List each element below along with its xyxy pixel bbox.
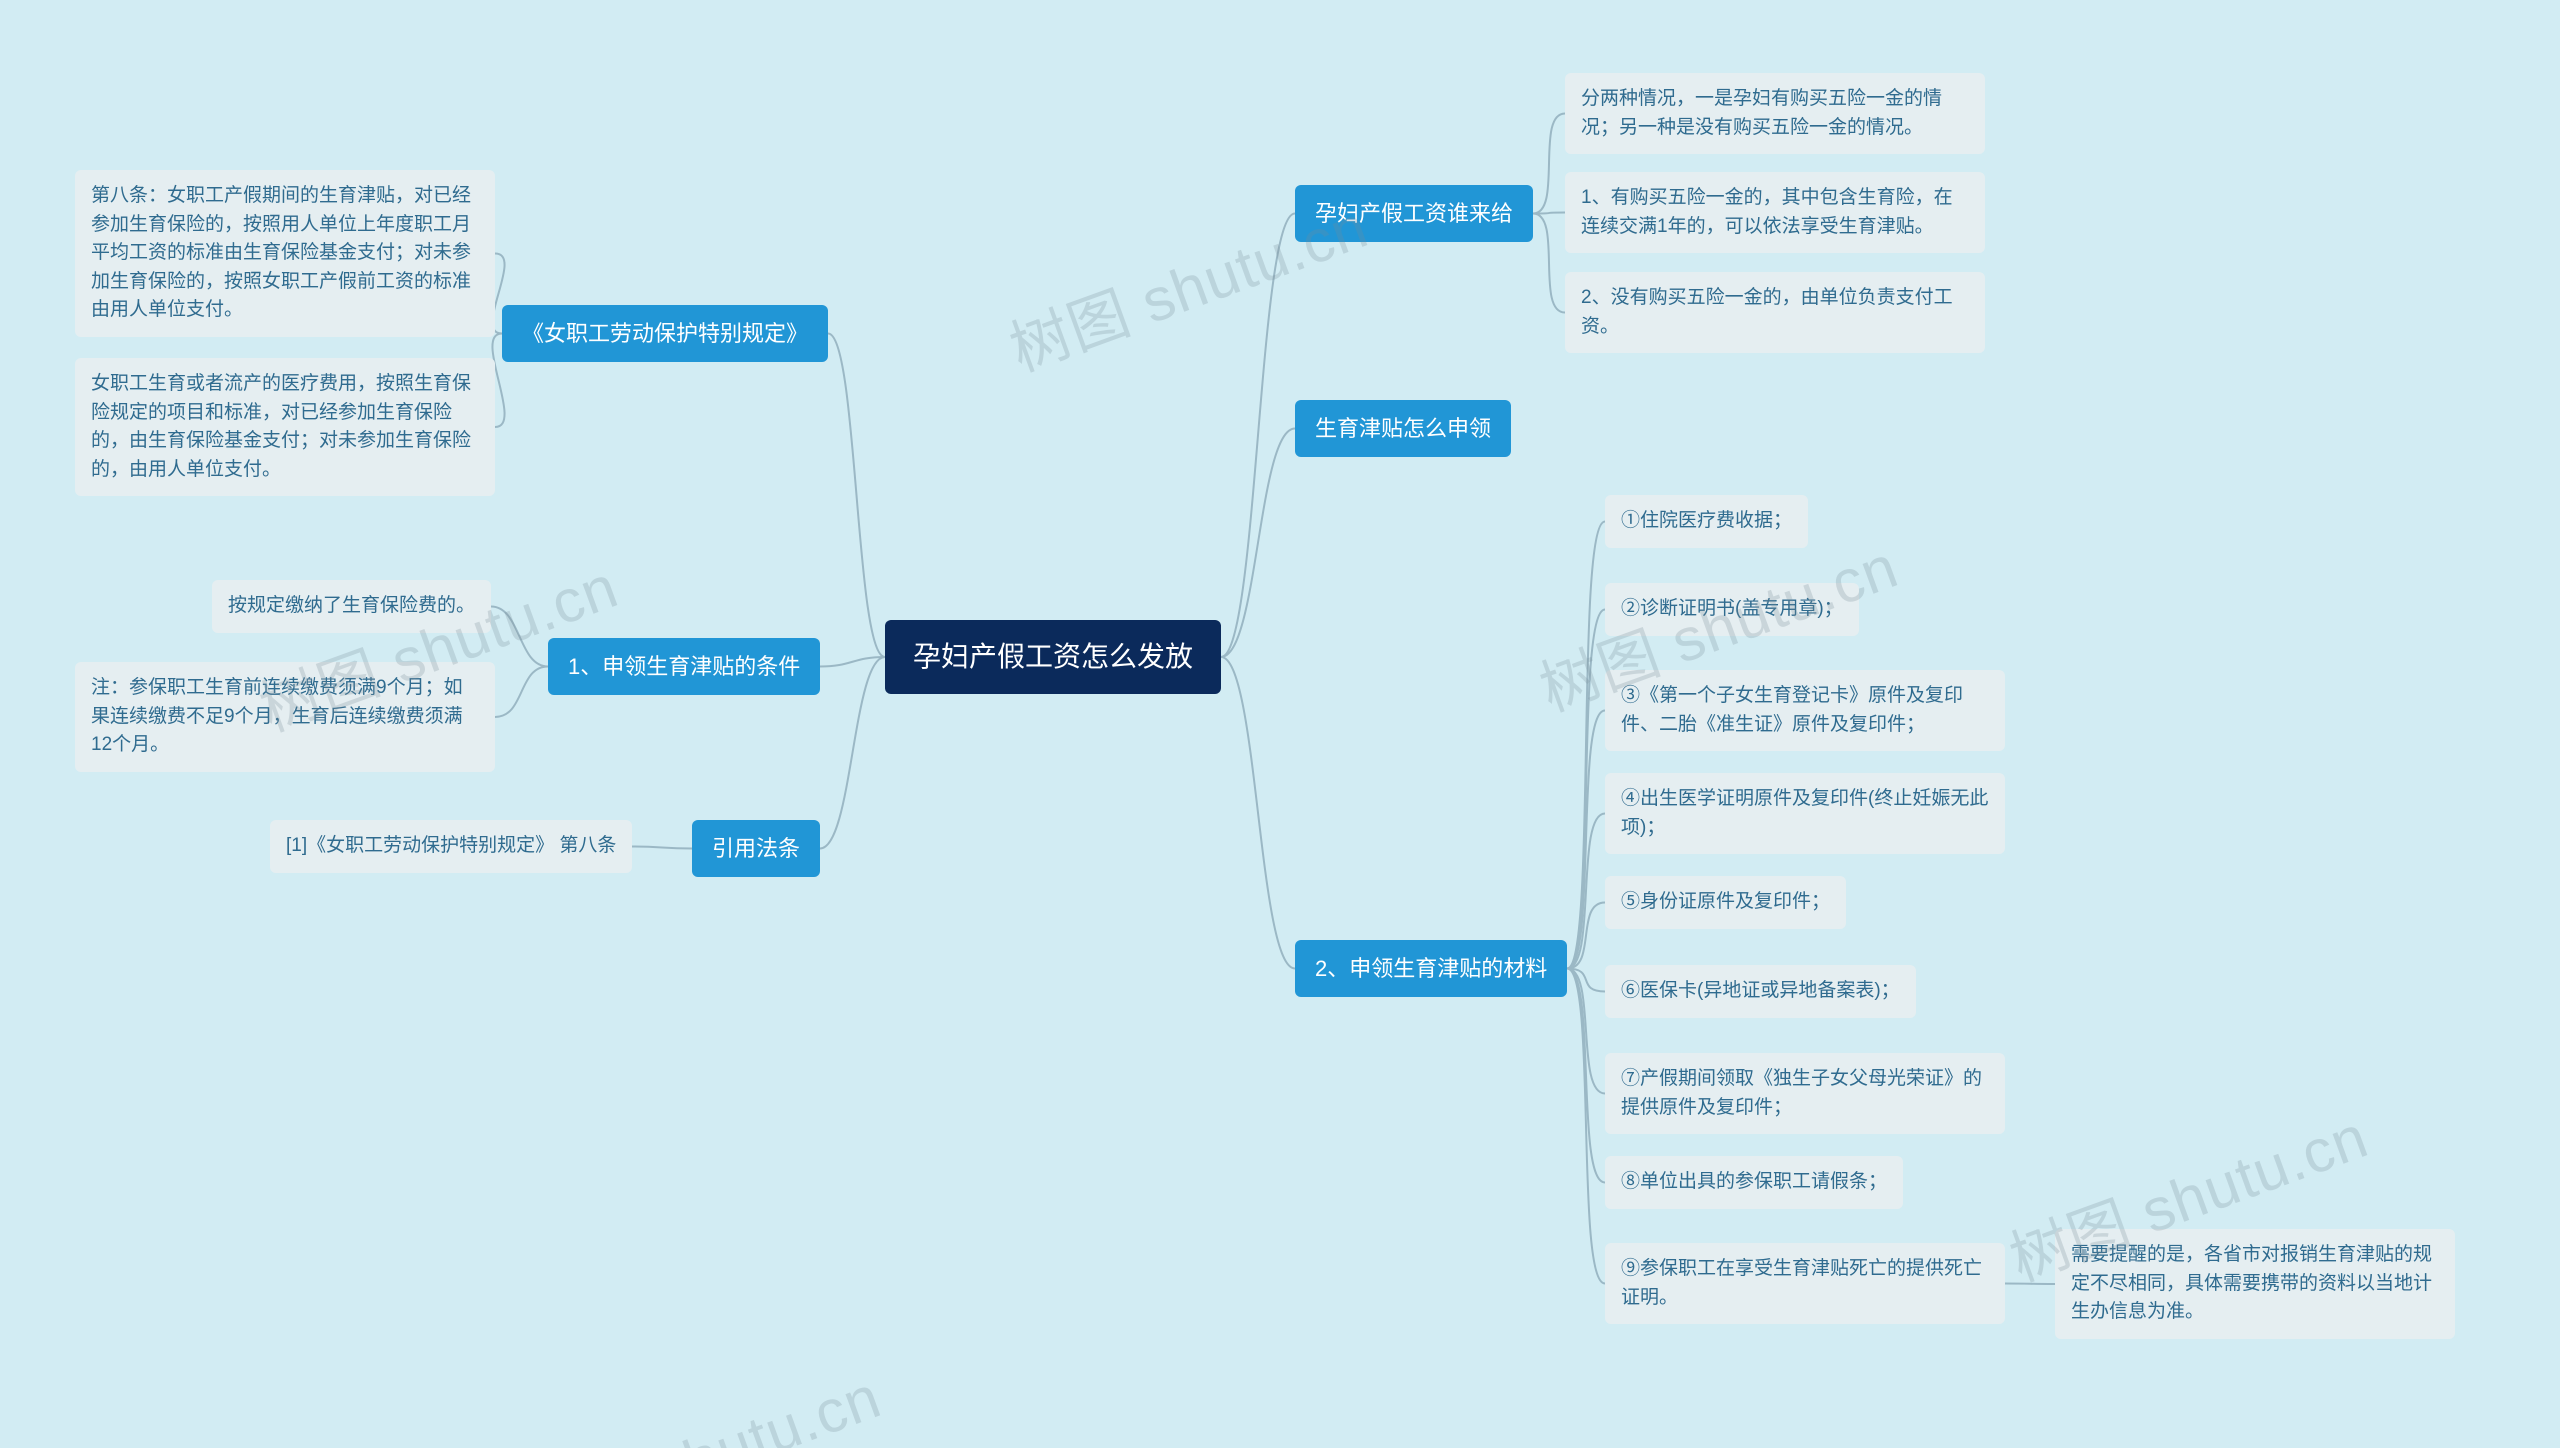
branch-regulation[interactable]: 《女职工劳动保护特别规定》	[502, 305, 828, 362]
leaf-paid-insurance: 按规定缴纳了生育保险费的。	[212, 580, 491, 633]
leaf-no-insurance: 2、没有购买五险一金的，由单位负责支付工资。	[1565, 272, 1985, 353]
leaf-has-insurance: 1、有购买五险一金的，其中包含生育险，在连续交满1年的，可以依法享受生育津贴。	[1565, 172, 1985, 253]
leaf-mat-1: ①住院医疗费收据；	[1605, 495, 1808, 548]
leaf-article-8: 第八条：女职工产假期间的生育津贴，对已经参加生育保险的，按照用人单位上年度职工月…	[75, 170, 495, 337]
root-node[interactable]: 孕妇产假工资怎么发放	[885, 620, 1221, 694]
leaf-mat-9-note: 需要提醒的是，各省市对报销生育津贴的规定不尽相同，具体需要携带的资料以当地计生办…	[2055, 1229, 2455, 1339]
leaf-note-9months: 注：参保职工生育前连续缴费须满9个月；如果连续缴费不足9个月，生育后连续缴费须满…	[75, 662, 495, 772]
leaf-mat-3: ③《第一个子女生育登记卡》原件及复印件、二胎《准生证》原件及复印件；	[1605, 670, 2005, 751]
watermark: shutu.cn	[645, 1362, 889, 1448]
branch-who-pays[interactable]: 孕妇产假工资谁来给	[1295, 185, 1533, 242]
leaf-mat-8: ⑧单位出具的参保职工请假条；	[1605, 1156, 1903, 1209]
leaf-mat-4: ④出生医学证明原件及复印件(终止妊娠无此项)；	[1605, 773, 2005, 854]
leaf-mat-6: ⑥医保卡(异地证或异地备案表)；	[1605, 965, 1916, 1018]
leaf-medical-cost: 女职工生育或者流产的医疗费用，按照生育保险规定的项目和标准，对已经参加生育保险的…	[75, 358, 495, 496]
branch-conditions[interactable]: 1、申领生育津贴的条件	[548, 638, 820, 695]
leaf-citation-1: [1]《女职工劳动保护特别规定》 第八条	[270, 820, 632, 873]
leaf-mat-5: ⑤身份证原件及复印件；	[1605, 876, 1846, 929]
leaf-two-cases: 分两种情况，一是孕妇有购买五险一金的情况；另一种是没有购买五险一金的情况。	[1565, 73, 1985, 154]
leaf-mat-7: ⑦产假期间领取《独生子女父母光荣证》的提供原件及复印件；	[1605, 1053, 2005, 1134]
leaf-mat-9: ⑨参保职工在享受生育津贴死亡的提供死亡证明。	[1605, 1243, 2005, 1324]
branch-citation[interactable]: 引用法条	[692, 820, 820, 877]
branch-materials[interactable]: 2、申领生育津贴的材料	[1295, 940, 1567, 997]
leaf-mat-2: ②诊断证明书(盖专用章)；	[1605, 583, 1859, 636]
branch-how-to-apply[interactable]: 生育津贴怎么申领	[1295, 400, 1511, 457]
